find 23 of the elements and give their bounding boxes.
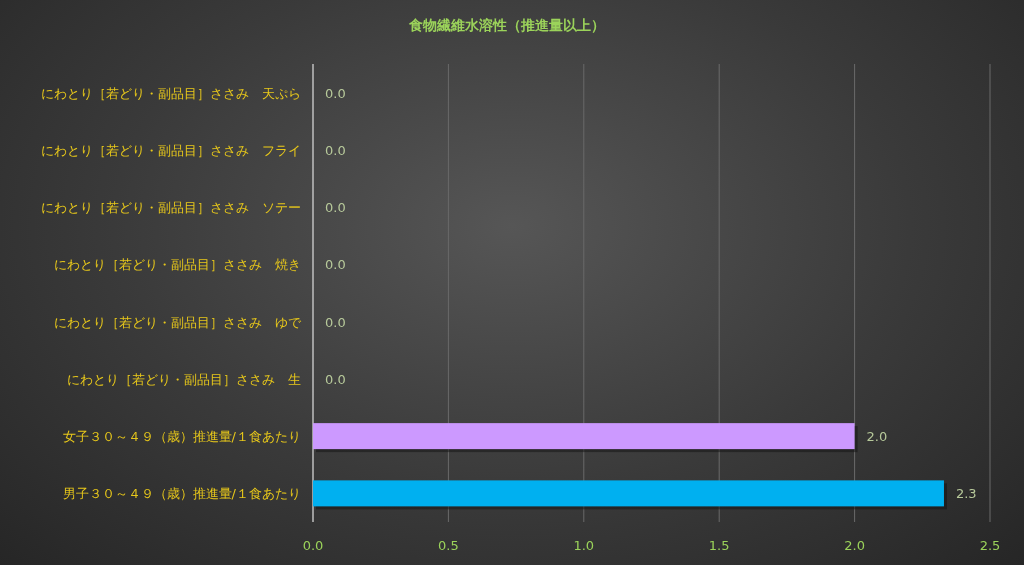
chart-title: 食物繊維水溶性（推進量以上） — [407, 17, 605, 33]
y-tick-label: にわとり［若どり・副品目］ささみ ソテー — [41, 200, 301, 216]
data-label: 0.0 — [325, 314, 346, 330]
data-label: 2.3 — [955, 486, 977, 502]
data-label: 0.0 — [325, 371, 346, 387]
x-tick-label: 2.5 — [979, 538, 1001, 553]
x-tick-label: 1.5 — [708, 538, 730, 553]
x-tick-label: 0.0 — [302, 538, 324, 553]
y-tick-label: にわとり［若どり・副品目］ささみ ゆで — [54, 314, 302, 330]
data-label: 2.0 — [866, 429, 888, 445]
y-tick-label: にわとり［若どり・副品目］ささみ 焼き — [54, 257, 301, 273]
y-tick-label: 男子３０～４９（歳）推進量/１食あたり — [62, 486, 301, 502]
data-label: 0.0 — [325, 85, 346, 101]
y-tick-label: 女子３０～４９（歳）推進量/１食あたり — [62, 429, 301, 445]
x-tick-label: 1.0 — [573, 538, 595, 553]
y-tick-label: にわとり［若どり・副品目］ささみ 生 — [67, 371, 301, 387]
data-label: 0.0 — [325, 142, 346, 158]
x-tick-label: 2.0 — [844, 538, 865, 553]
x-tick-label: 0.5 — [438, 538, 459, 553]
y-tick-label: にわとり［若どり・副品目］ささみ 天ぷら — [41, 85, 301, 101]
data-label: 0.0 — [325, 257, 346, 273]
y-tick-label: にわとり［若どり・副品目］ささみ フライ — [41, 142, 301, 158]
data-label: 0.0 — [325, 200, 346, 216]
